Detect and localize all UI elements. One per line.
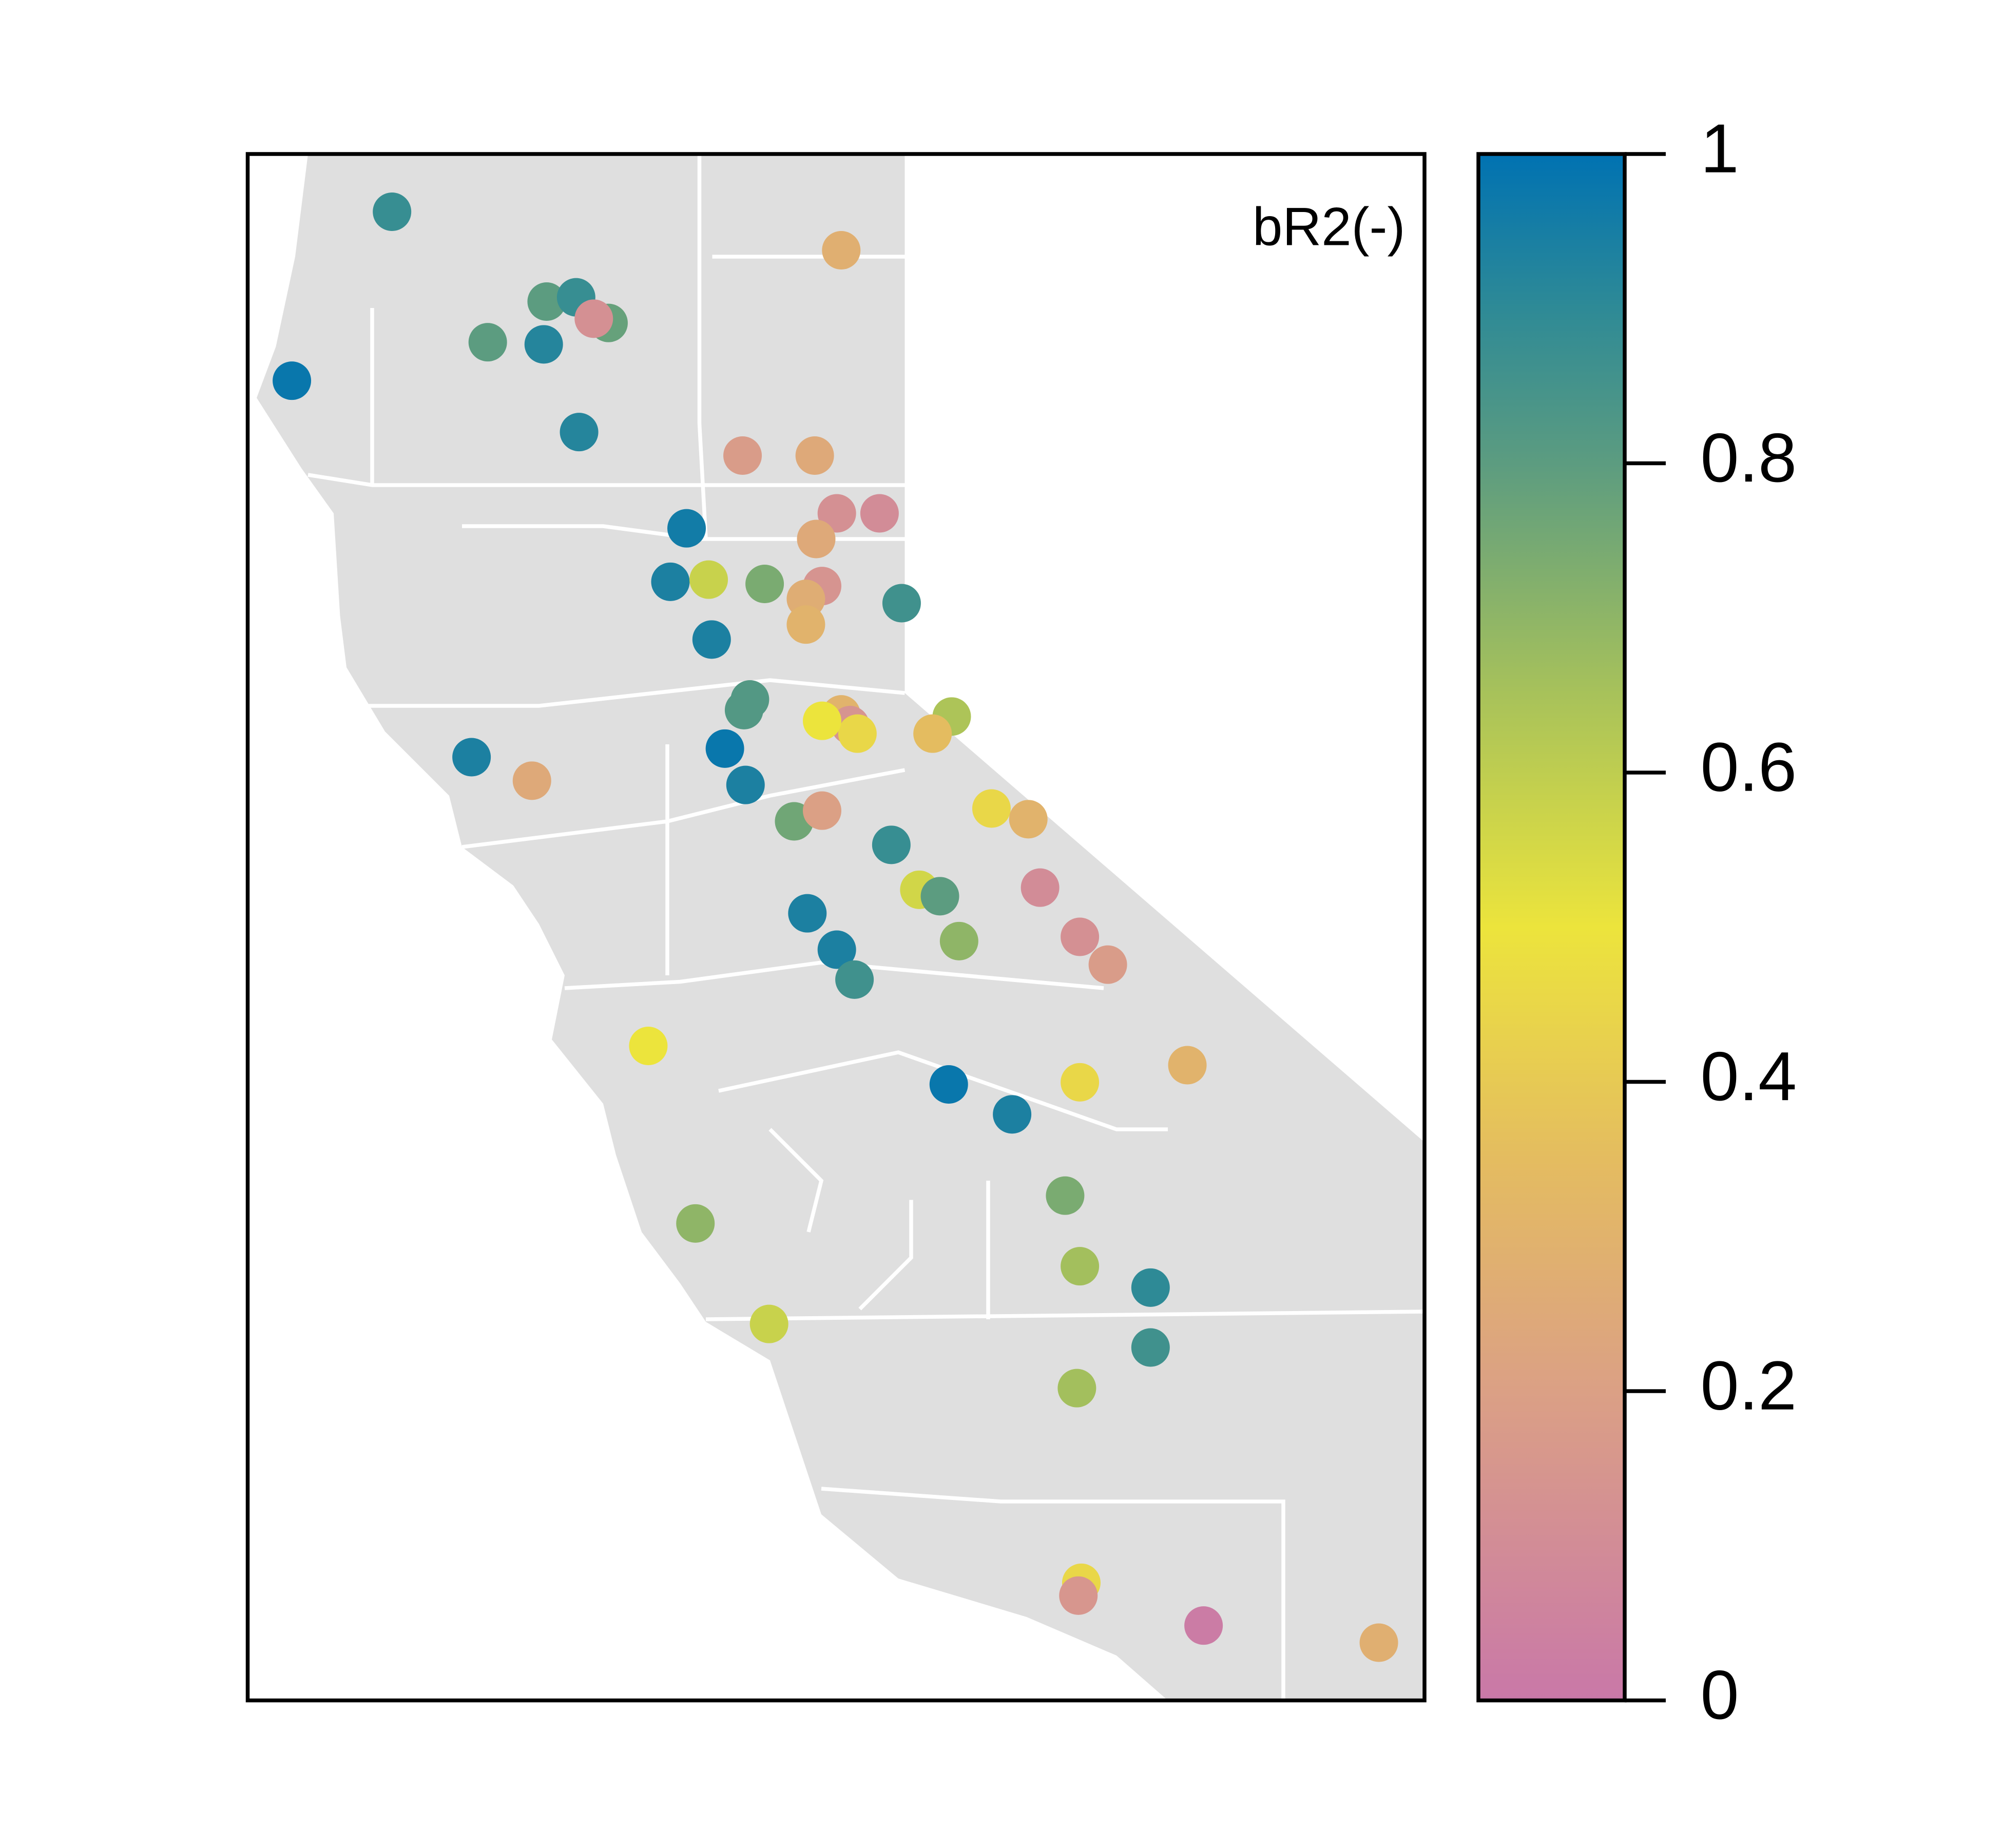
- site-point: [786, 605, 825, 644]
- site-point: [1131, 1268, 1170, 1307]
- site-point: [1009, 800, 1048, 839]
- site-point: [1061, 1247, 1100, 1286]
- site-point: [512, 761, 551, 800]
- colorbar-tick-label: 0.8: [1701, 419, 1797, 496]
- colorbar: [1476, 152, 1627, 1703]
- site-point: [802, 701, 841, 740]
- colorbar-tick-label: 0: [1701, 1656, 1739, 1734]
- site-point: [749, 1304, 788, 1343]
- site-point: [723, 436, 762, 475]
- site-point: [524, 325, 563, 364]
- site-point: [560, 413, 599, 452]
- map-frame: [245, 152, 1427, 1703]
- basemap: [257, 154, 1424, 1701]
- site-point: [802, 791, 841, 830]
- site-point: [373, 192, 412, 231]
- site-point: [1359, 1623, 1398, 1662]
- site-point: [1088, 945, 1127, 984]
- site-point: [882, 584, 921, 623]
- site-point: [939, 921, 978, 960]
- colorbar-tick-label: 0.6: [1701, 728, 1797, 806]
- chart-title: bR2(-): [1253, 197, 1406, 257]
- colorbar-tick-label: 1: [1701, 110, 1739, 187]
- site-point: [929, 1065, 968, 1104]
- site-point: [797, 519, 836, 559]
- site-point: [667, 509, 706, 548]
- site-point: [822, 231, 861, 270]
- site-point: [795, 436, 834, 475]
- site-point: [1061, 917, 1100, 956]
- site-point: [788, 894, 827, 933]
- site-point: [860, 494, 899, 533]
- site-point: [913, 714, 952, 753]
- site-point: [273, 361, 312, 400]
- site-point: [1061, 1063, 1100, 1102]
- site-point: [872, 825, 911, 864]
- site-point: [574, 299, 613, 338]
- site-point: [1059, 1576, 1098, 1615]
- site-point: [1168, 1046, 1207, 1085]
- site-point: [1021, 868, 1060, 907]
- site-point: [651, 562, 690, 601]
- site-point: [726, 765, 765, 804]
- colorbar-tick-label: 0.4: [1701, 1037, 1797, 1115]
- site-point: [527, 282, 566, 321]
- site-point: [689, 560, 728, 599]
- site-point: [1184, 1606, 1223, 1645]
- site-point: [452, 738, 491, 777]
- site-point: [817, 930, 856, 969]
- site-point: [676, 1204, 715, 1243]
- site-point: [838, 714, 877, 753]
- site-point: [817, 494, 856, 533]
- site-point: [1131, 1328, 1170, 1367]
- site-point: [920, 877, 959, 916]
- site-point: [1046, 1176, 1085, 1215]
- colorbar-tick-label: 0.2: [1701, 1347, 1797, 1424]
- site-point: [629, 1027, 668, 1065]
- site-point: [1057, 1369, 1096, 1408]
- site-point: [705, 729, 744, 768]
- points: [273, 192, 1398, 1662]
- site-point: [993, 1095, 1032, 1134]
- site-point: [835, 960, 874, 999]
- site-point: [468, 323, 507, 362]
- site-point: [972, 789, 1011, 828]
- site-point: [724, 690, 763, 729]
- site-point: [745, 565, 784, 603]
- site-point: [692, 620, 731, 659]
